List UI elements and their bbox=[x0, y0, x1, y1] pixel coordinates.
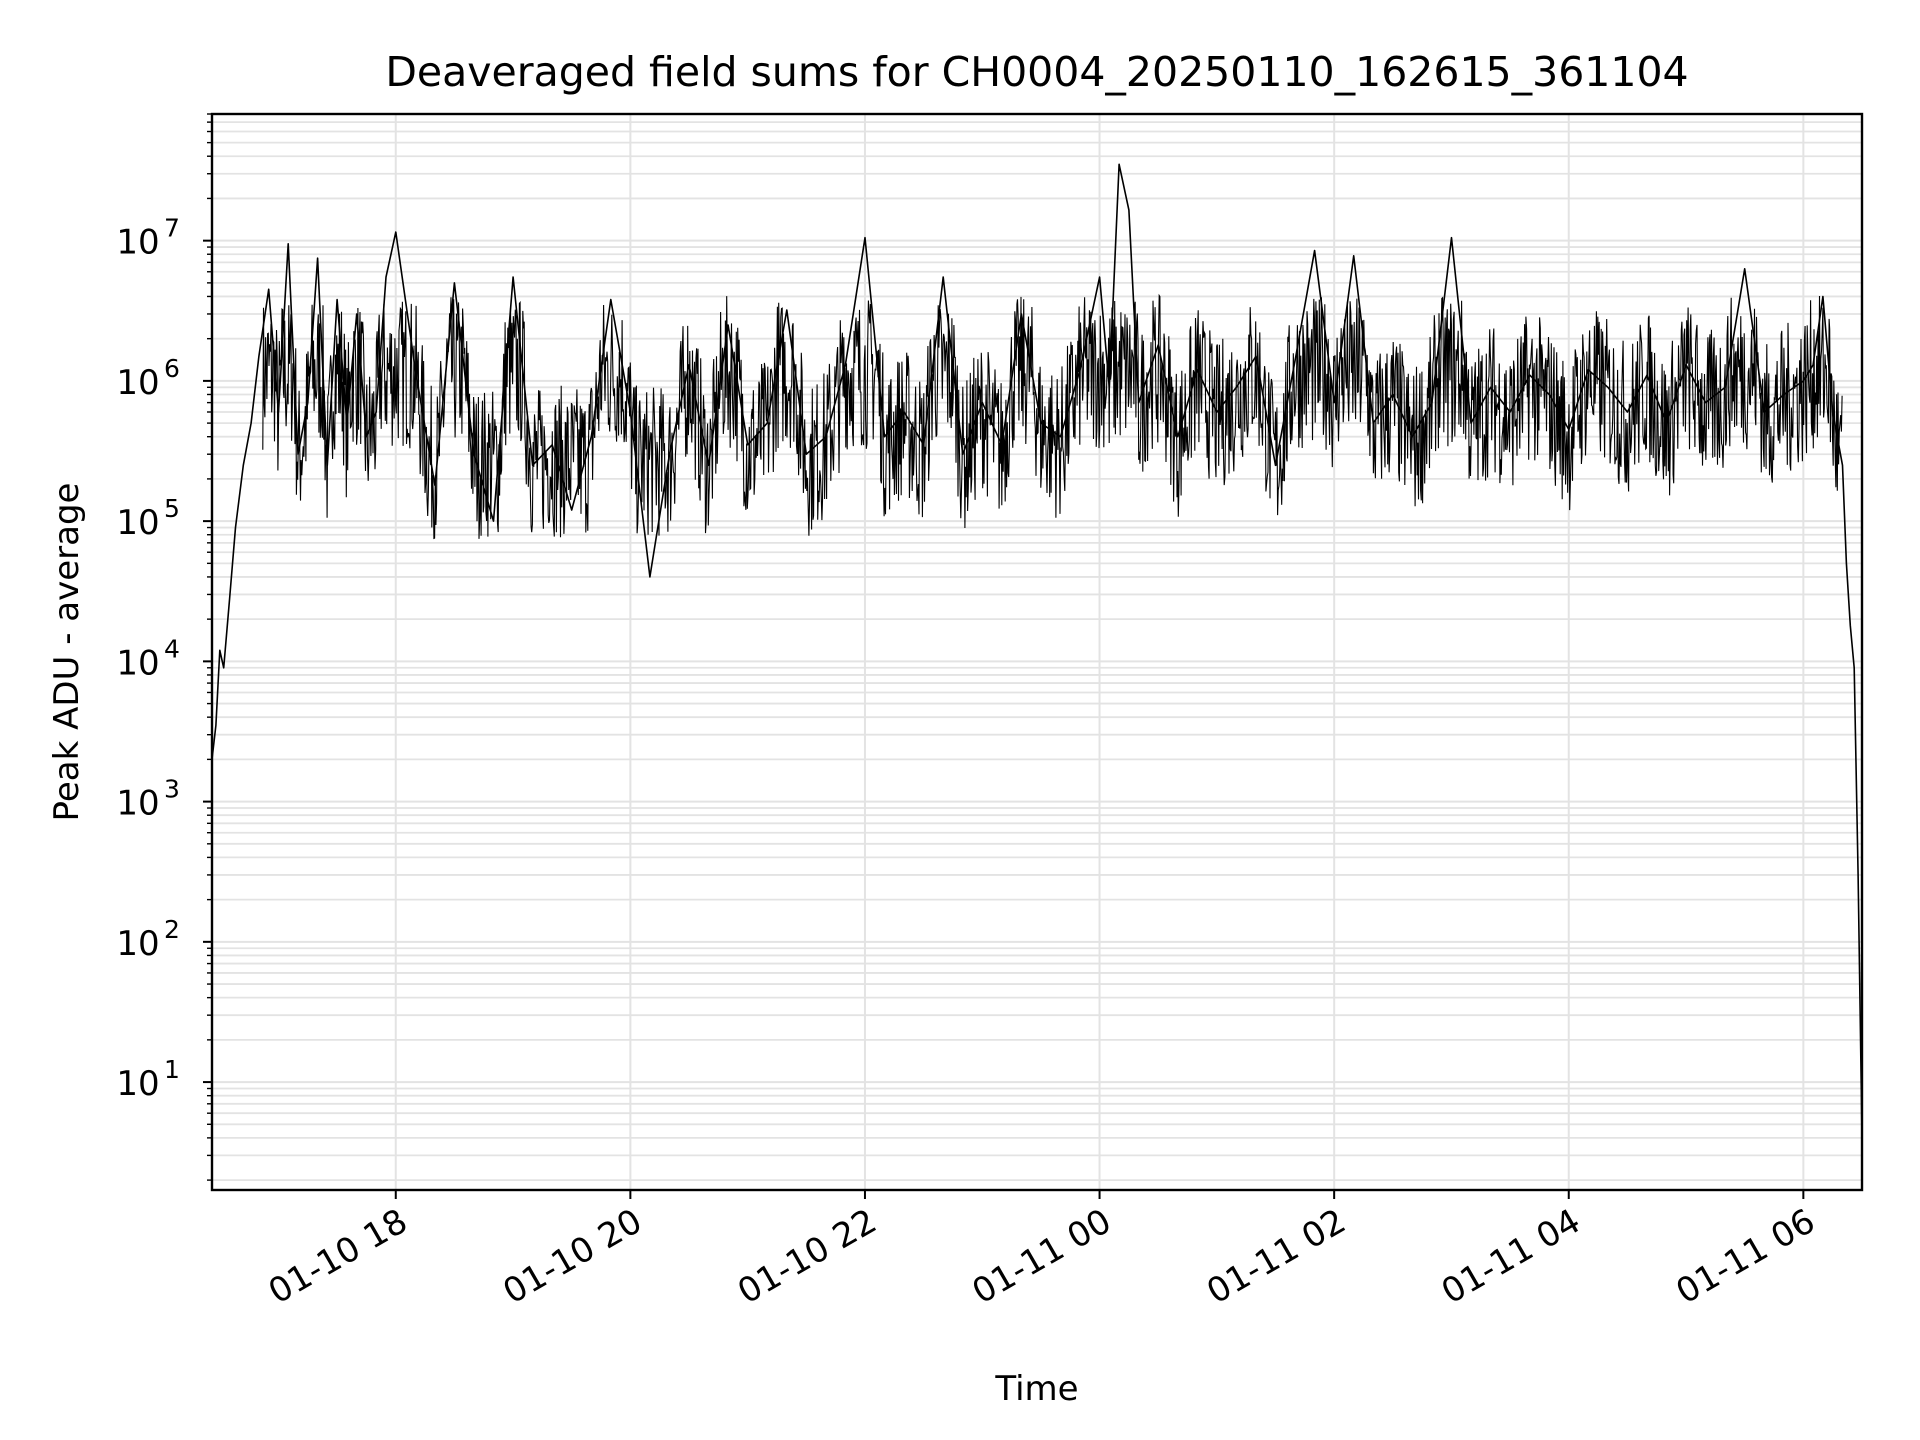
y-tick-exponent: 4 bbox=[164, 634, 180, 663]
y-tick-label: 10 bbox=[116, 784, 159, 824]
chart-title: Deaveraged field sums for CH0004_2025011… bbox=[385, 48, 1688, 96]
x-axis-label: Time bbox=[994, 1369, 1078, 1409]
grid-lines bbox=[212, 113, 1862, 1190]
axis-ticks bbox=[203, 113, 1805, 1199]
y-tick-exponent: 2 bbox=[164, 915, 180, 944]
y-tick-label: 10 bbox=[116, 1064, 159, 1104]
y-tick-label: 10 bbox=[116, 223, 159, 263]
series-noise bbox=[262, 293, 1843, 540]
plot-frame bbox=[210, 112, 1864, 1192]
y-tick-exponent: 1 bbox=[164, 1055, 180, 1084]
series-noise-path bbox=[262, 293, 1843, 540]
y-tick-label: 10 bbox=[116, 643, 159, 683]
y-tick-exponent: 6 bbox=[164, 354, 180, 383]
y-tick-exponent: 3 bbox=[164, 775, 180, 804]
y-tick-label: 10 bbox=[116, 503, 159, 543]
y-tick-exponent: 7 bbox=[164, 214, 180, 243]
y-tick-label: 10 bbox=[116, 924, 159, 964]
y-tick-label: 10 bbox=[116, 363, 159, 403]
y-axis-label: Peak ADU - average bbox=[47, 483, 87, 822]
y-tick-exponent: 5 bbox=[164, 494, 180, 523]
